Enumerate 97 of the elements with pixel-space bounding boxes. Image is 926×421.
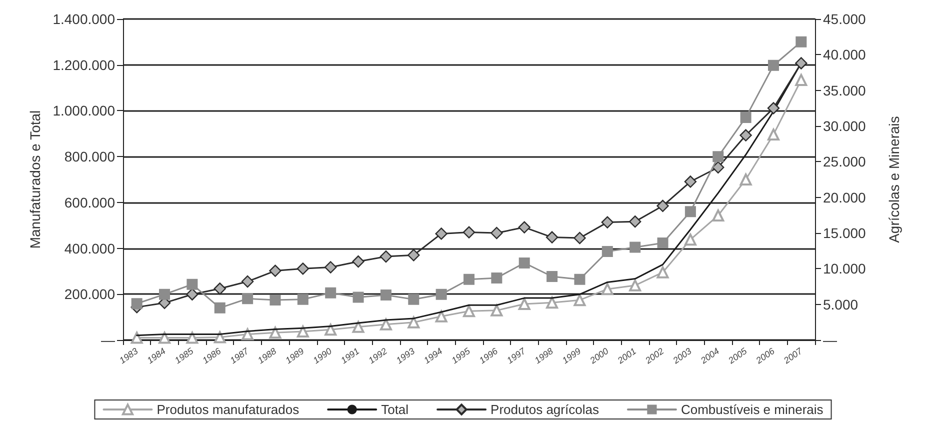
point [380,250,392,263]
y2-tick-label: 25.000 [823,154,866,170]
point [464,274,474,285]
point [518,257,530,268]
point [436,288,447,300]
point [767,102,780,114]
point [796,36,807,48]
point [574,274,586,285]
y-tick-label: 800.000 [64,148,116,165]
point [684,176,697,188]
point [186,288,198,300]
y2-tick-label: 40.000 [823,46,866,63]
point [546,296,558,309]
point [684,206,696,218]
point [214,282,226,295]
point [159,288,170,300]
y-tick-label: 600.000 [64,194,116,210]
legend-label: Total [381,402,409,417]
point [241,275,254,288]
point [242,293,254,304]
point [214,302,226,314]
point [270,294,281,306]
point [656,200,669,212]
point [435,228,448,240]
y-tick-label: 400.000 [64,240,116,256]
point [767,128,780,141]
point [684,234,696,246]
point [242,328,254,340]
point [630,242,641,253]
point [130,332,143,344]
point [712,161,724,174]
point [602,246,613,258]
point [186,332,198,344]
point [712,210,724,222]
point [324,261,337,274]
point [380,318,392,330]
point [546,271,558,282]
point [712,151,724,162]
y-tick-label: 1.000.000 [52,102,116,119]
point [546,231,558,244]
point [462,226,476,238]
point [325,287,336,298]
point [408,249,420,262]
point [269,264,282,277]
point [795,74,808,86]
point [408,294,420,305]
point [628,215,642,228]
y2-tick-label: 45.000 [823,11,866,27]
point [380,290,392,301]
point [768,60,779,71]
point [269,326,282,339]
point [740,129,752,142]
point [518,221,530,234]
point [352,320,364,333]
point [297,294,308,305]
point [490,304,503,316]
point [131,298,142,310]
y2-tick-label: 35.000 [823,82,866,98]
y2-tick-label: 30.000 [823,118,866,134]
point [352,255,364,268]
legend-label: Produtos agrícolas [490,402,600,417]
point [491,272,502,284]
y2-tick-label: 5.000 [823,296,858,312]
y2-tick-label: 10.000 [823,260,866,277]
point [435,310,448,322]
point [601,216,614,228]
point [296,262,310,275]
y2-tick-label: — [823,332,837,348]
point [657,237,668,248]
y-tick-label: 200.000 [64,286,116,302]
legend-label: Combustíveis e minerais [680,402,824,417]
point [574,294,586,306]
point [795,57,808,70]
y-tick-label: 1.400.000 [52,11,116,27]
y2-tick-label: 15.000 [823,225,866,241]
y-tick-label: — [101,332,115,348]
point [518,298,530,310]
point [158,332,171,344]
point [574,232,586,244]
point [490,226,503,240]
point [740,112,752,123]
legend-label: Produtos manufaturados [156,402,300,417]
y-axis-title: Manufaturados e Total [26,110,43,249]
point [463,305,475,318]
point [601,283,614,296]
point [408,316,420,328]
y-tick-label: 1.200.000 [52,56,116,73]
point [186,278,198,290]
point [740,174,752,186]
point [324,324,337,336]
point [352,292,364,303]
point [296,326,309,338]
point [629,279,642,292]
y2-tick-label: 20.000 [823,189,866,206]
point [656,266,669,278]
y2-axis-title: Agrícolas e Minerais [886,116,902,243]
point [214,331,226,344]
